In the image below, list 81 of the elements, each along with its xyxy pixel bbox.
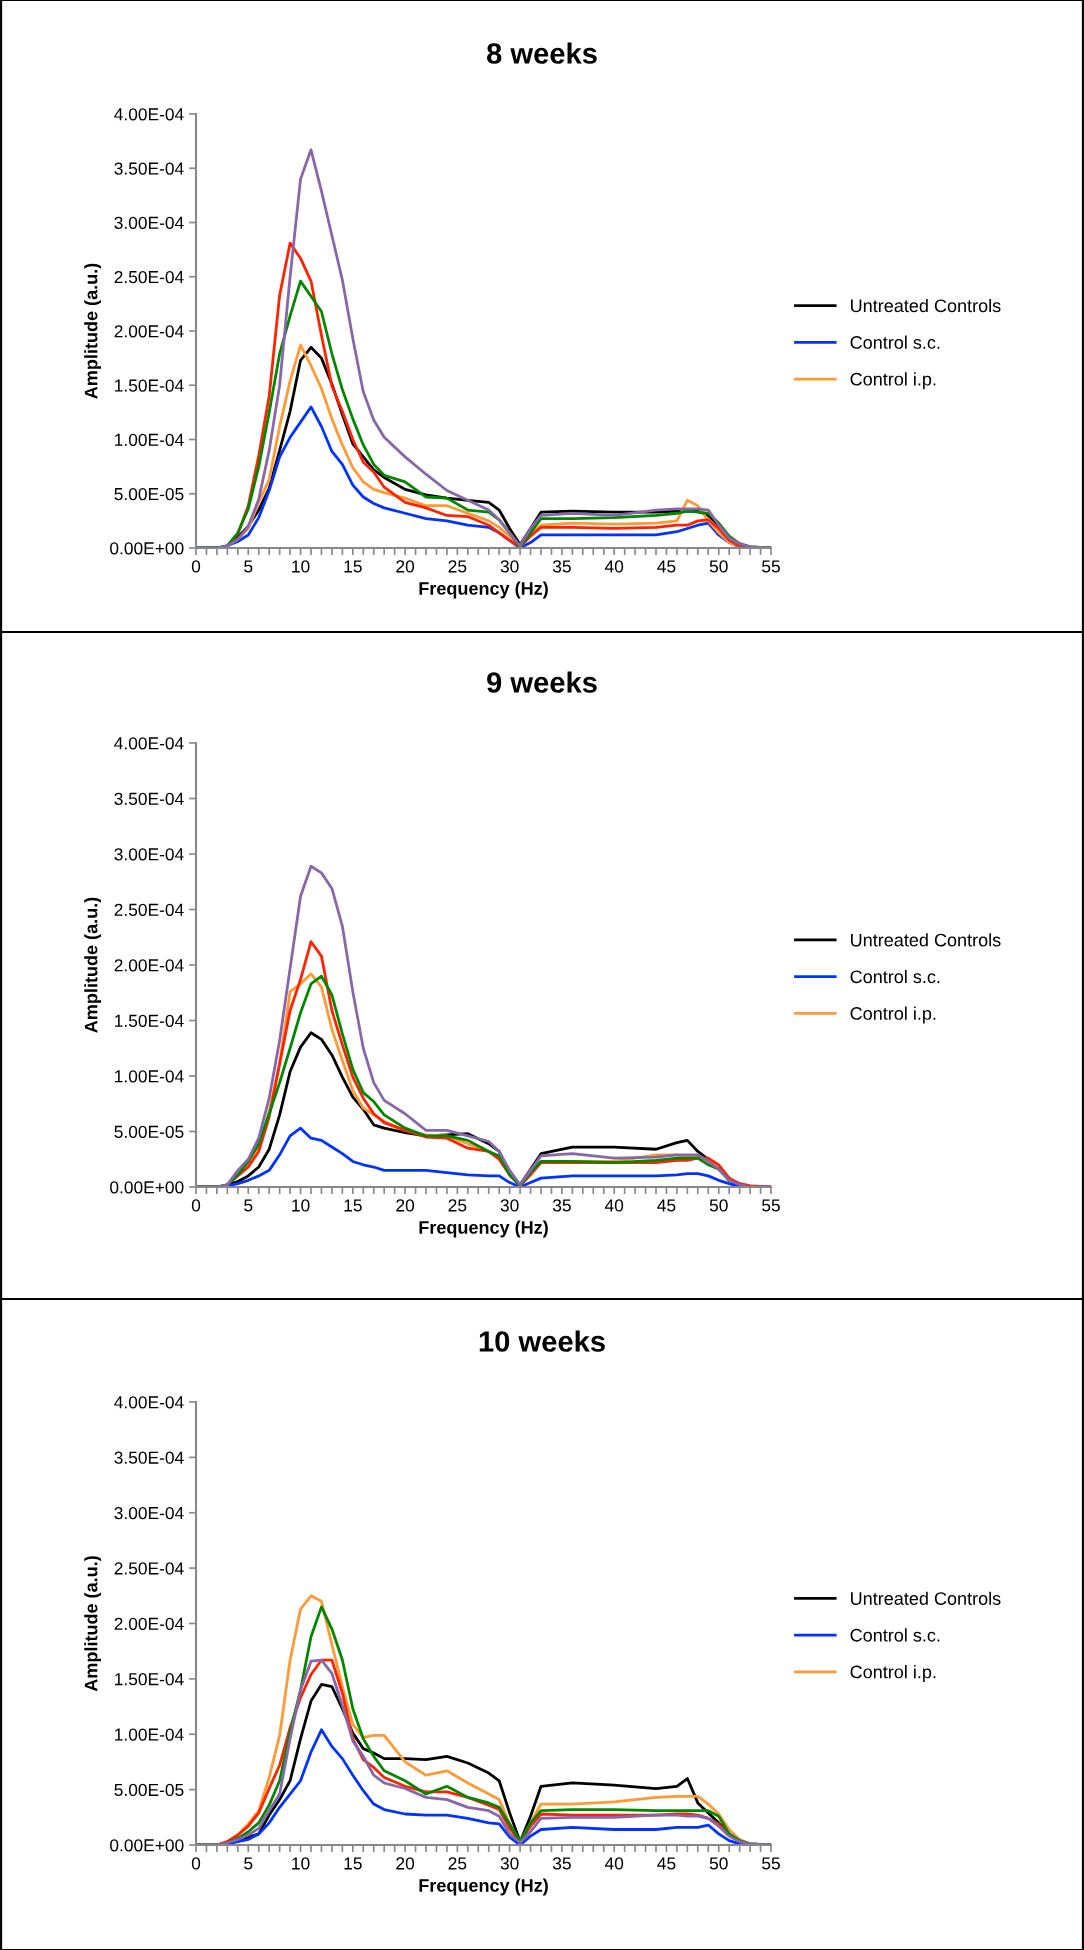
y-tick-label: 3.00E-04 [114,216,184,229]
y-tick-label: 5.00E-05 [114,1125,184,1138]
x-tick-label: 40 [604,560,624,573]
legend-label: Control s.c. [850,1628,940,1642]
x-tick-label: 5 [244,1199,253,1212]
x-tick-label: 20 [396,1857,415,1870]
y-axis-title: Amplitude (a.u.) [84,1556,102,1692]
y-tick-label: 1.00E-04 [115,1728,184,1741]
y-tick-label: 2.50E-04 [114,270,184,284]
x-tick-label: 10 [292,1199,310,1212]
x-tick-label: 25 [448,1199,467,1212]
x-axis-title: Frequency (Hz) [419,581,548,599]
x-tick-label: 20 [396,560,415,573]
y-tick-label: 4.00E-04 [114,108,184,121]
x-tick-label: 40 [604,1857,624,1870]
x-tick-label: 55 [762,1199,780,1212]
x-tick-label: 55 [762,1857,780,1870]
x-tick-label: 15 [344,1857,362,1870]
y-tick-label: 5.00E-05 [114,1783,184,1797]
x-tick-label: 15 [344,560,362,573]
chart-title: 9 weeks [487,671,597,693]
y-tick-label: 2.50E-04 [114,903,184,916]
x-tick-label: 25 [448,560,467,573]
legend-label: Control i.p. [850,1665,936,1682]
y-tick-label: 0.00E+00 [110,542,184,555]
x-tick-label: 0 [191,1199,201,1212]
y-tick-label: 1.50E-04 [115,379,184,392]
x-tick-label: 0 [191,1857,201,1870]
x-tick-label: 55 [762,560,780,573]
y-tick-label: 2.50E-04 [114,1562,184,1575]
x-tick-label: 20 [396,1199,415,1212]
x-tick-label: 40 [604,1199,624,1212]
x-tick-label: 5 [244,1857,253,1870]
x-tick-label: 45 [657,560,676,573]
x-tick-label: 0 [191,560,201,573]
y-tick-label: 5.00E-05 [114,487,184,501]
y-tick-label: 1.50E-04 [115,1673,184,1686]
x-tick-label: 35 [552,560,571,573]
x-tick-label: 5 [244,560,253,573]
y-tick-label: 1.00E-04 [115,433,184,446]
legend-label: Untreated Controls [851,298,1001,313]
legend-label: Control i.p. [850,372,936,390]
y-tick-label: 2.00E-04 [114,325,184,338]
x-tick-label: 25 [448,1857,467,1870]
x-tick-label: 50 [709,1857,728,1870]
x-tick-label: 10 [292,560,310,573]
legend-label: Control s.c. [850,335,940,349]
x-tick-label: 10 [292,1857,310,1870]
legend-label: Untreated Controls [851,933,1001,947]
x-tick-label: 45 [657,1199,676,1212]
legend-label: Untreated Controls [851,1591,1001,1605]
x-axis-title: Frequency (Hz) [419,1220,548,1238]
y-tick-label: 3.50E-04 [114,1451,184,1464]
y-tick-label: 0.00E+00 [110,1839,184,1852]
x-tick-label: 30 [500,1199,519,1212]
x-tick-label: 50 [709,560,728,573]
y-tick-label: 3.50E-04 [114,162,184,175]
y-tick-label: 4.00E-04 [114,737,184,750]
chart-title: 10 weeks [479,1330,605,1352]
x-tick-label: 30 [500,1857,519,1870]
y-tick-label: 1.50E-04 [115,1014,184,1027]
y-tick-label: 0.00E+00 [110,1181,184,1194]
x-tick-label: 45 [657,1857,676,1870]
y-tick-label: 2.00E-04 [114,959,184,972]
y-axis-title: Amplitude (a.u.) [84,263,102,399]
x-tick-label: 35 [552,1199,571,1212]
x-tick-label: 15 [344,1199,362,1212]
y-tick-label: 2.00E-04 [114,1617,184,1630]
y-axis-title: Amplitude (a.u.) [84,897,102,1033]
x-tick-label: 35 [552,1857,571,1870]
x-tick-label: 50 [709,1199,728,1212]
y-tick-label: 3.50E-04 [114,792,184,805]
x-tick-label: 30 [500,560,519,573]
y-tick-label: 1.00E-04 [115,1070,184,1083]
y-tick-label: 3.00E-04 [114,1506,184,1520]
chart-title: 8 weeks [486,42,597,64]
y-tick-label: 3.00E-04 [114,848,184,861]
legend-label: Control s.c. [850,969,940,984]
legend-label: Control i.p. [850,1006,936,1024]
x-axis-title: Frequency (Hz) [419,1878,548,1896]
y-tick-label: 4.00E-04 [114,1396,184,1409]
